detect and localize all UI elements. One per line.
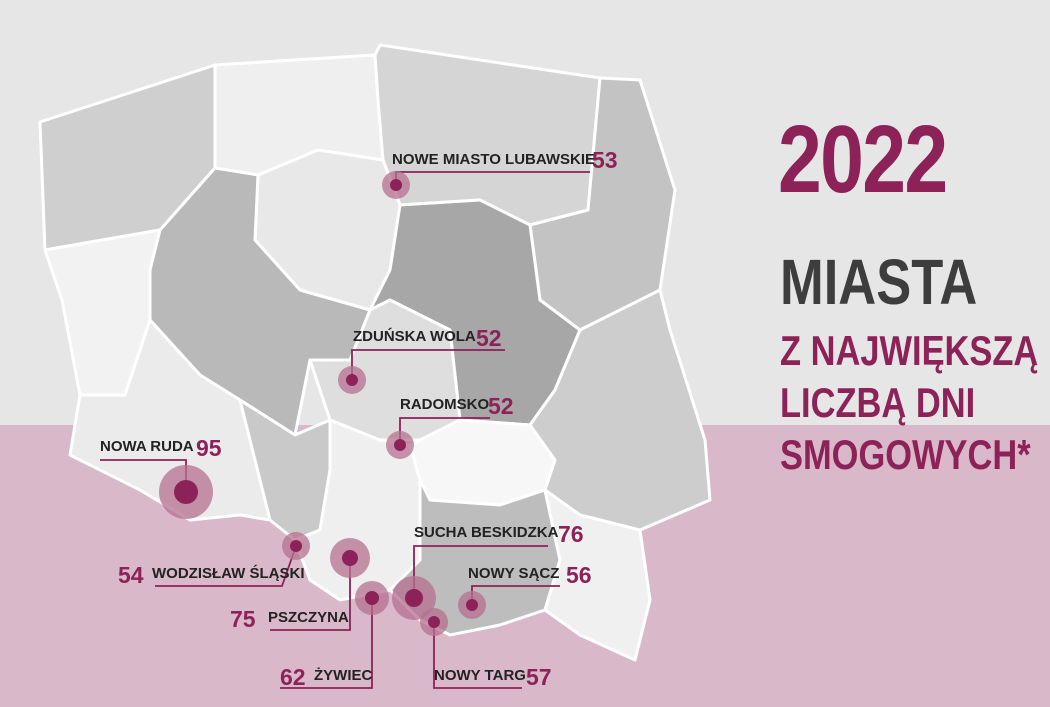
marker-zywiec [355,581,389,615]
city-days-wodzislaw-slaski: 54 [118,562,144,588]
heading-subtitle-line-2: LICZBĄ DNI [780,379,976,426]
heading-subtitle-line-3: SMOGOWYCH* [780,431,1031,478]
city-label-wodzislaw-slaski: WODZISŁAW ŚLĄSKI [152,564,305,582]
city-days-nowa-ruda: 95 [196,435,222,461]
marker-sucha-beskidzka [392,576,436,620]
marker-pszczyna [330,538,370,578]
marker-nowy-sacz [458,591,486,619]
city-label-pszczyna: PSZCZYNA [268,609,349,626]
city-days-sucha-beskidzka: 76 [558,521,584,547]
heading-title: MIASTA [780,246,978,318]
marker-zdunska-wola [338,366,366,394]
marker-wodzislaw-slaski [282,532,310,560]
marker-radomsko [386,431,414,459]
city-days-pszczyna: 75 [230,606,256,632]
region-swietokrzyskie [408,418,557,507]
city-days-nowe-miasto-lubawskie: 53 [592,147,618,173]
marker-nowy-targ [420,608,448,636]
region-warminsko-mazurskie [373,43,602,227]
city-label-radomsko: RADOMSKO [400,396,489,413]
city-label-nowy-sacz: NOWY SĄCZ [468,565,559,582]
marker-nowe-miasto-lubawskie [382,171,410,199]
city-label-zdunska-wola: ZDUŃSKA WOLA [353,328,476,345]
city-markers [159,171,486,636]
city-days-zdunska-wola: 52 [476,325,502,351]
city-days-nowy-sacz: 56 [566,562,592,588]
city-label-nowa-ruda: NOWA RUDA [100,438,194,455]
city-label-sucha-beskidzka: SUCHA BESKIDZKA [414,524,559,541]
city-label-zywiec: ŻYWIEC [314,667,372,684]
region-lubelskie [528,288,712,532]
city-days-zywiec: 62 [280,664,306,690]
marker-nowa-ruda [159,465,213,519]
heading-year: 2022 [778,106,948,213]
city-label-nowy-targ: NOWY TARG [434,667,526,684]
heading-subtitle-line-1: Z NAJWIĘKSZĄ [780,327,1039,374]
city-days-nowy-targ: 57 [526,664,552,690]
city-days-radomsko: 52 [488,393,514,419]
region-podkarpackie [543,488,652,662]
city-label-nowe-miasto-lubawskie: NOWE MIASTO LUBAWSKIE [392,151,595,168]
